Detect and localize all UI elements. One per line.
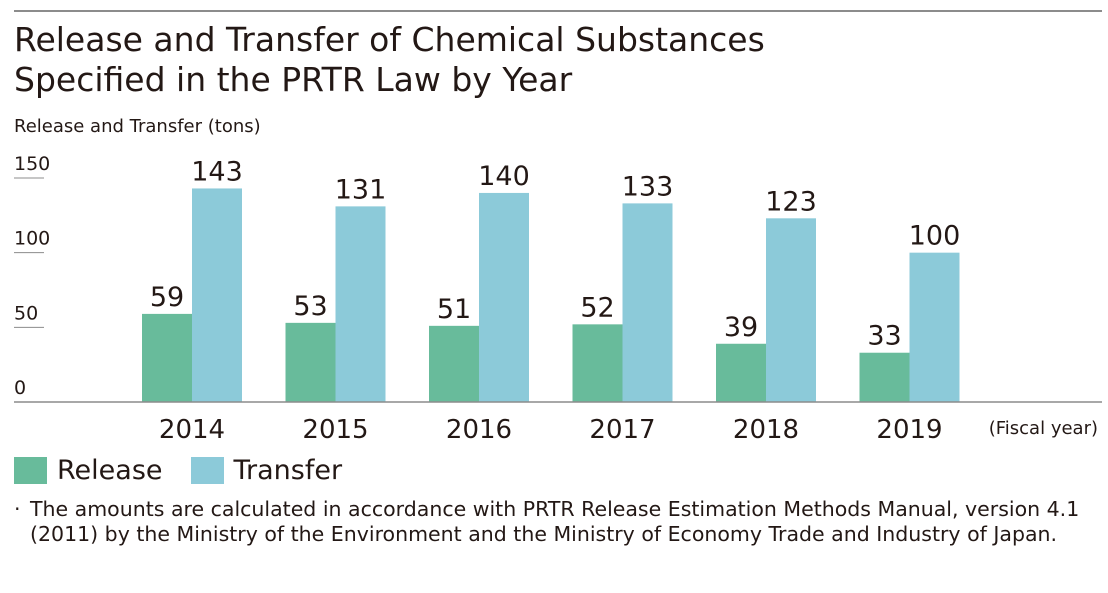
x-tick-label: 2014 bbox=[159, 415, 225, 445]
footnote-text: The amounts are calculated in accordance… bbox=[30, 497, 1080, 546]
data-label-transfer: 140 bbox=[478, 161, 530, 192]
data-label-transfer: 131 bbox=[335, 174, 387, 205]
y-tick-label: 0 bbox=[14, 377, 26, 399]
bar-transfer bbox=[192, 188, 242, 402]
y-axis-label: Release and Transfer (tons) bbox=[14, 116, 261, 137]
legend-swatch-transfer bbox=[190, 456, 224, 484]
data-label-release: 59 bbox=[150, 282, 184, 313]
bar-release bbox=[572, 324, 623, 402]
x-tick-label: 2018 bbox=[733, 415, 799, 445]
top-rule bbox=[14, 10, 1102, 12]
bar-transfer bbox=[909, 252, 960, 402]
data-label-transfer: 123 bbox=[765, 186, 817, 217]
data-label-transfer: 133 bbox=[622, 171, 674, 202]
x-tick-label: 2015 bbox=[302, 415, 368, 445]
y-tick-label: 100 bbox=[14, 228, 50, 250]
x-tick-label: 2017 bbox=[589, 415, 655, 445]
data-label-transfer: 143 bbox=[191, 156, 243, 187]
legend: Release Transfer bbox=[14, 452, 370, 488]
x-tick-label: 2019 bbox=[876, 415, 942, 445]
bar-release bbox=[142, 313, 192, 402]
data-label-release: 51 bbox=[437, 294, 471, 325]
chart-title: Release and Transfer of Chemical Substan… bbox=[14, 20, 1094, 100]
footnote-bullet: · bbox=[14, 497, 21, 521]
legend-swatch-release bbox=[14, 456, 47, 484]
bar-transfer bbox=[479, 192, 529, 402]
data-label-release: 33 bbox=[867, 321, 901, 352]
data-label-transfer: 100 bbox=[909, 221, 961, 252]
bar-transfer bbox=[766, 218, 816, 402]
legend-item-transfer: Transfer bbox=[190, 454, 343, 486]
bar-release bbox=[285, 322, 336, 402]
legend-label-transfer: Transfer bbox=[233, 454, 343, 486]
bar-release bbox=[716, 343, 766, 402]
legend-label-release: Release bbox=[57, 454, 163, 486]
chart-title-line-1: Release and Transfer of Chemical Substan… bbox=[14, 20, 765, 59]
x-axis-label: (Fiscal year) bbox=[989, 418, 1098, 439]
data-label-release: 53 bbox=[293, 291, 327, 322]
bar-release bbox=[859, 352, 910, 402]
x-tick-label: 2016 bbox=[446, 415, 512, 445]
y-tick-label: 50 bbox=[14, 302, 38, 324]
bar-release bbox=[429, 325, 479, 402]
legend-item-release: Release bbox=[14, 455, 163, 486]
bar-transfer bbox=[335, 206, 386, 402]
data-label-release: 39 bbox=[724, 312, 758, 343]
data-label-release: 52 bbox=[580, 292, 614, 323]
y-tick-label: 150 bbox=[14, 153, 50, 175]
bar-chart: 0 50 100 150 59 143 2014 53 131 2015 51 140 2016 52 13… bbox=[14, 153, 1102, 445]
chart-title-line-2: Specified in the PRTR Law by Year bbox=[14, 60, 573, 99]
footnote: · The amounts are calculated in accordan… bbox=[14, 497, 1099, 547]
bar-transfer bbox=[622, 203, 673, 402]
